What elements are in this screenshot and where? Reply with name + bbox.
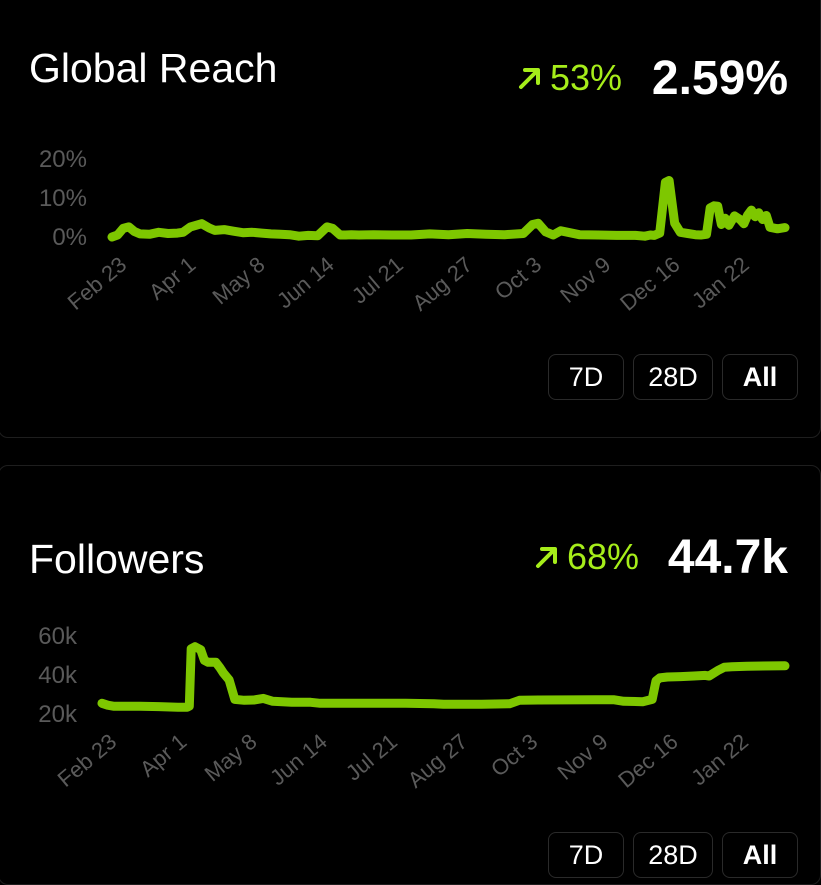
reach-xtick-label: Aug 27 bbox=[408, 252, 477, 316]
followers-xtick-label: Aug 27 bbox=[403, 729, 472, 793]
followers-range-all-button[interactable]: All bbox=[722, 832, 798, 878]
followers-range-28d-button[interactable]: 28D bbox=[633, 832, 713, 878]
reach-xtick-label: Apr 1 bbox=[144, 252, 200, 305]
followers-xtick-label: Feb 23 bbox=[53, 729, 122, 792]
reach-xtick-label: Feb 23 bbox=[63, 252, 132, 315]
reach-ytick-label: 20% bbox=[39, 146, 87, 173]
reach-series-line bbox=[107, 176, 790, 242]
global-reach-title: Global Reach bbox=[29, 45, 278, 91]
followers-xtick-label: Dec 16 bbox=[613, 729, 682, 793]
followers-change-percent: 68% bbox=[566, 536, 639, 577]
followers-change: 68% bbox=[533, 536, 639, 578]
reach-xtick-label: Jul 21 bbox=[347, 252, 408, 309]
reach-xtick-label: Jan 22 bbox=[687, 252, 754, 314]
followers-xtick-label: Nov 9 bbox=[552, 729, 612, 785]
followers-chart: 60k 40k 20k Feb 23 Apr 1 May 8 Jun 14 Jul 21 Au… bbox=[38, 623, 790, 793]
followers-title: Followers bbox=[29, 536, 205, 582]
followers-xtick-label: Jun 14 bbox=[265, 729, 332, 791]
reach-range-all-button[interactable]: All bbox=[722, 354, 798, 400]
followers-range-7d-button[interactable]: 7D bbox=[548, 832, 624, 878]
reach-xtick-label: Jun 14 bbox=[272, 252, 339, 314]
followers-ytick-label: 20k bbox=[38, 701, 78, 728]
reach-value: 2.59% bbox=[651, 52, 788, 105]
followers-value: 44.7k bbox=[667, 531, 788, 584]
reach-change-percent: 53% bbox=[549, 57, 622, 98]
reach-ytick-label: 10% bbox=[39, 185, 87, 212]
reach-ytick-label: 0% bbox=[52, 224, 87, 251]
reach-change: 53% bbox=[516, 57, 622, 99]
reach-xtick-label: May 8 bbox=[208, 252, 270, 310]
reach-xtick-label: Dec 16 bbox=[615, 252, 684, 316]
global-reach-card: Global Reach 53% 2.59% 20% 10% 0% Feb 23 Ap… bbox=[0, 0, 821, 438]
followers-series-line bbox=[97, 642, 790, 712]
reach-xtick-label: Nov 9 bbox=[555, 252, 615, 308]
followers-ytick-label: 40k bbox=[38, 662, 78, 689]
followers-xtick-label: Jan 22 bbox=[686, 729, 753, 791]
arrow-up-right-icon bbox=[535, 547, 557, 568]
followers-xtick-label: Oct 3 bbox=[486, 729, 542, 782]
reach-xtick-label: Oct 3 bbox=[490, 252, 546, 305]
followers-card: Followers 68% 44.7k 60k 40k 20k Feb 23 Apr … bbox=[0, 465, 821, 885]
reach-range-28d-button[interactable]: 28D bbox=[633, 354, 713, 400]
followers-xtick-label: Apr 1 bbox=[135, 729, 191, 782]
followers-xtick-label: May 8 bbox=[200, 729, 262, 787]
global-reach-chart: 20% 10% 0% Feb 23 Apr 1 May 8 Jun 14 Jul 21 Aug… bbox=[39, 146, 790, 316]
followers-ytick-label: 60k bbox=[38, 623, 78, 650]
arrow-up-right-icon bbox=[518, 68, 540, 89]
reach-range-7d-button[interactable]: 7D bbox=[548, 354, 624, 400]
followers-xtick-label: Jul 21 bbox=[341, 729, 402, 786]
